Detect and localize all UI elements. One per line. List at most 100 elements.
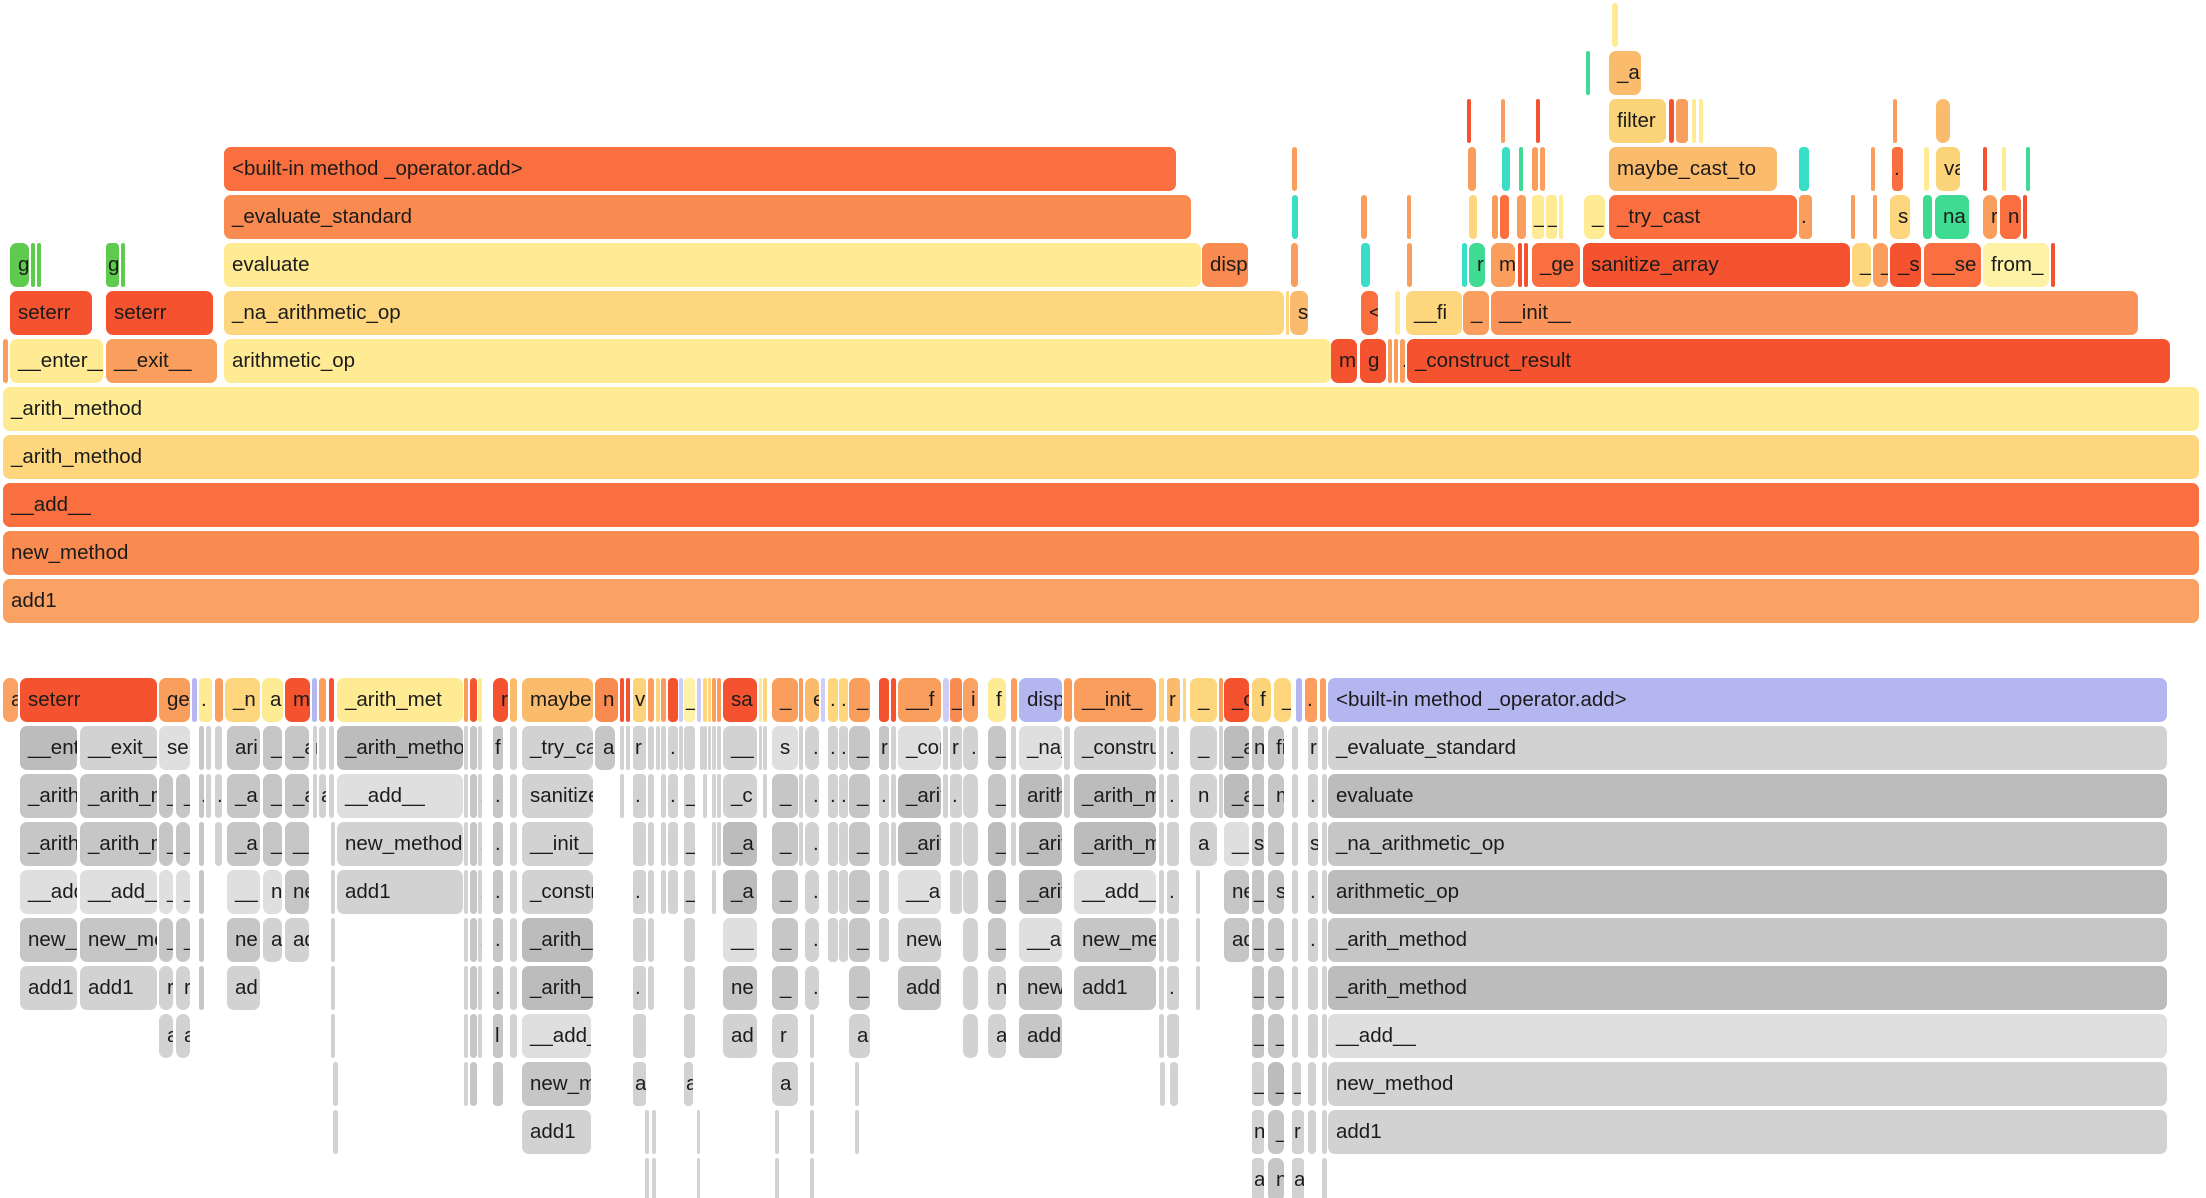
frame-add1[interactable]: add1 bbox=[20, 966, 77, 1010]
frame-m[interactable]: m bbox=[285, 678, 310, 722]
frame-v[interactable]: v bbox=[633, 678, 646, 722]
frame-sliver[interactable] bbox=[329, 678, 334, 722]
frame-sliver[interactable]: _ bbox=[950, 678, 962, 722]
frame-sliver[interactable] bbox=[215, 822, 222, 866]
frame-add1[interactable]: add1 bbox=[3, 579, 2199, 623]
frame-r[interactable]: r bbox=[1469, 243, 1485, 287]
frame-sliver[interactable] bbox=[712, 822, 716, 866]
frame-ad[interactable]: ad bbox=[723, 1014, 757, 1058]
frame-sliver[interactable] bbox=[879, 678, 889, 722]
frame-evaluate-standard[interactable]: _evaluate_standard bbox=[224, 195, 1191, 239]
frame-sliver[interactable]: _ bbox=[1252, 918, 1264, 962]
frame-sliver[interactable]: _ bbox=[988, 918, 1006, 962]
frame-sliver[interactable] bbox=[648, 822, 654, 866]
frame-m[interactable]: m bbox=[1491, 243, 1515, 287]
frame-sliver[interactable] bbox=[121, 243, 125, 287]
frame-sliver[interactable]: _ bbox=[849, 870, 870, 914]
frame-sliver[interactable] bbox=[470, 870, 477, 914]
frame-sliver[interactable]: _ bbox=[159, 870, 173, 914]
frame-sliver[interactable] bbox=[1291, 243, 1298, 287]
frame-sliver[interactable]: _ bbox=[772, 822, 798, 866]
frame-na-arithmetic-op[interactable]: _na_arithmetic_op bbox=[1019, 726, 1062, 770]
frame-sliver[interactable] bbox=[1322, 726, 1327, 770]
frame-sliver[interactable] bbox=[215, 678, 223, 722]
frame-r[interactable]: r bbox=[1292, 1110, 1304, 1154]
frame-sliver[interactable]: _ bbox=[1274, 678, 1291, 722]
frame-add[interactable]: __add__ bbox=[1224, 822, 1249, 866]
frame-a[interactable]: a bbox=[684, 1062, 693, 1106]
frame-sliver[interactable] bbox=[510, 726, 517, 770]
frame-sliver[interactable] bbox=[1064, 774, 1070, 818]
frame-new-method[interactable]: new_method bbox=[522, 1062, 591, 1106]
frame-sliver[interactable]: _ bbox=[772, 774, 798, 818]
frame-sliver[interactable]: _ bbox=[1252, 1014, 1264, 1058]
frame-sliver[interactable] bbox=[1308, 1110, 1316, 1154]
frame-sa[interactable]: sa bbox=[723, 678, 757, 722]
frame-sliver[interactable] bbox=[1799, 147, 1809, 191]
frame-sliver[interactable]: _ bbox=[1292, 1062, 1301, 1106]
frame-sliver[interactable] bbox=[313, 774, 317, 818]
frame-sliver[interactable] bbox=[810, 1062, 814, 1106]
frame-new-method[interactable]: new_method bbox=[337, 822, 463, 866]
frame-sliver[interactable] bbox=[679, 678, 683, 722]
frame-sliver[interactable]: _ bbox=[849, 966, 870, 1010]
frame-i[interactable]: i bbox=[963, 678, 978, 722]
frame-sliver[interactable] bbox=[1361, 243, 1370, 287]
frame-r[interactable]: r bbox=[633, 726, 646, 770]
frame-sliver[interactable] bbox=[329, 726, 334, 770]
frame-a[interactable]: _a bbox=[1609, 51, 1641, 95]
frame-sliver[interactable] bbox=[1064, 726, 1070, 770]
frame-exit[interactable]: __exit__ bbox=[80, 726, 157, 770]
frame-n[interactable]: n bbox=[263, 870, 282, 914]
frame-va[interactable]: va bbox=[1936, 147, 1960, 191]
frame-sliver[interactable] bbox=[763, 678, 767, 722]
frame-r[interactable]: r bbox=[1983, 195, 1997, 239]
frame-sliver[interactable] bbox=[661, 870, 666, 914]
frame-sliver[interactable] bbox=[1296, 678, 1302, 722]
frame-sliver[interactable] bbox=[329, 774, 334, 818]
frame-sliver[interactable]: . bbox=[805, 726, 819, 770]
frame-na-arithmetic-op[interactable]: _na_arithmetic_op bbox=[224, 291, 1284, 335]
frame-f[interactable]: f bbox=[493, 726, 503, 770]
frame-sliver[interactable] bbox=[652, 1110, 656, 1154]
frame-sliver[interactable] bbox=[891, 678, 896, 722]
frame-sliver[interactable] bbox=[1322, 870, 1327, 914]
frame-disp[interactable]: disp bbox=[1202, 243, 1248, 287]
frame-arithmetic-op[interactable]: arithmetic_op bbox=[1019, 774, 1062, 818]
frame-sliver[interactable] bbox=[656, 678, 660, 722]
frame-n[interactable]: _n bbox=[225, 678, 260, 722]
frame-add1[interactable]: add1 bbox=[522, 1110, 591, 1154]
frame-sliver[interactable]: . bbox=[1799, 195, 1812, 239]
frame-sliver[interactable] bbox=[1322, 1158, 1327, 1198]
frame-l[interactable]: l bbox=[493, 1014, 503, 1058]
frame-sliver[interactable] bbox=[331, 822, 335, 866]
frame-sliver[interactable] bbox=[1871, 147, 1875, 191]
frame-construct-result[interactable]: _construct_result bbox=[522, 870, 593, 914]
frame-sliver[interactable]: . bbox=[215, 774, 222, 818]
frame-arith-method[interactable]: _arith_method bbox=[337, 726, 463, 770]
frame-sliver[interactable]: _ bbox=[988, 726, 1006, 770]
frame-sliver[interactable] bbox=[963, 1014, 978, 1058]
frame-sliver[interactable] bbox=[2002, 147, 2006, 191]
frame-ad[interactable]: ad bbox=[285, 918, 309, 962]
frame-sliver[interactable]: _ bbox=[772, 918, 798, 962]
frame-sliver[interactable]: . bbox=[633, 774, 646, 818]
frame-sliver[interactable]: _ bbox=[1190, 726, 1217, 770]
frame-sliver[interactable] bbox=[2023, 195, 2027, 239]
frame-sliver[interactable]: . bbox=[1167, 774, 1179, 818]
frame-r[interactable]: r bbox=[950, 726, 962, 770]
frame-sliver[interactable] bbox=[963, 966, 978, 1010]
frame-sliver[interactable]: . bbox=[805, 870, 819, 914]
frame-sliver[interactable] bbox=[1524, 243, 1528, 287]
frame-sliver[interactable] bbox=[1983, 147, 1987, 191]
frame-sliver[interactable] bbox=[1467, 99, 1471, 143]
frame-sliver[interactable] bbox=[1407, 195, 1411, 239]
frame-arithmetic-op[interactable]: arithmetic_op bbox=[224, 339, 1331, 383]
frame-sliver[interactable] bbox=[648, 774, 654, 818]
frame-sliver[interactable] bbox=[810, 1158, 814, 1198]
frame-sliver[interactable] bbox=[717, 678, 721, 722]
frame-sliver[interactable] bbox=[1292, 774, 1298, 818]
frame-sliver[interactable]: _ bbox=[1268, 1110, 1284, 1154]
frame-arith-method[interactable]: _arith_method bbox=[80, 774, 157, 818]
frame-sliver[interactable] bbox=[1322, 1062, 1327, 1106]
